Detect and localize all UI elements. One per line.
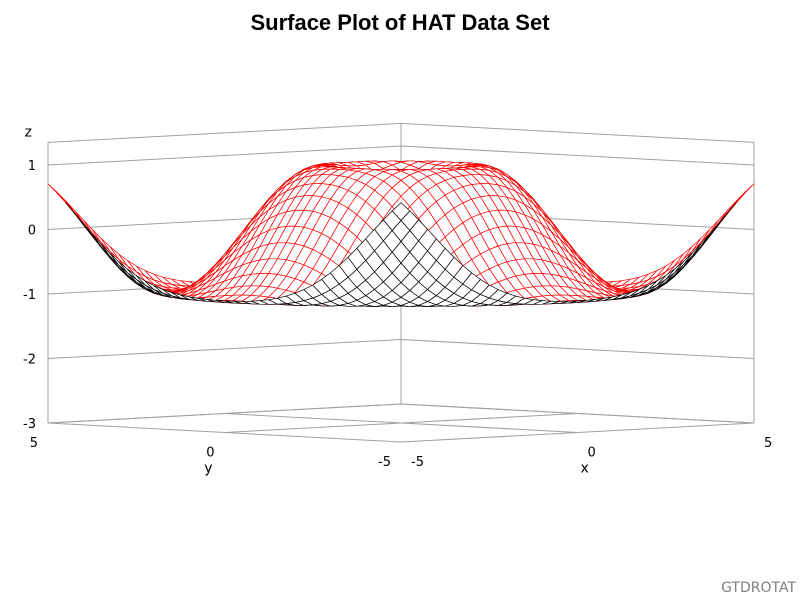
surface-mesh <box>47 160 755 308</box>
wall-gridline <box>47 338 755 359</box>
x-axis-label: x <box>581 461 589 477</box>
x-tick-label: -5 <box>411 455 424 470</box>
z-axis-label: z <box>25 124 32 140</box>
mesh-cell <box>391 202 411 221</box>
mesh-cell <box>91 228 111 252</box>
wall-gridline <box>47 403 755 424</box>
z-tick-label: -3 <box>23 417 36 432</box>
y-tick-label: 5 <box>30 436 38 451</box>
z-tick-label: -2 <box>23 353 36 368</box>
footnote: GTDROTAT <box>721 580 796 596</box>
x-tick-label: 5 <box>764 436 772 451</box>
z-tick-label: 0 <box>28 224 36 239</box>
z-tick-label: 1 <box>28 159 36 174</box>
chart-title: Surface Plot of HAT Data Set <box>250 10 550 35</box>
wall-top-edge <box>47 122 402 143</box>
wall-gridline <box>47 145 755 166</box>
wall-top-edge <box>400 122 755 143</box>
floor-gridline <box>224 413 578 433</box>
z-tick-label: -1 <box>23 288 36 303</box>
axis-labels: -3 -2 -1 0 1 z -5 0 5 x -5 0 5 y <box>23 124 772 476</box>
x-tick-label: 0 <box>588 446 596 461</box>
mesh-cell <box>691 228 711 252</box>
y-tick-label: 0 <box>206 446 214 461</box>
y-axis-label: y <box>204 461 212 477</box>
y-tick-label: -5 <box>378 455 391 470</box>
